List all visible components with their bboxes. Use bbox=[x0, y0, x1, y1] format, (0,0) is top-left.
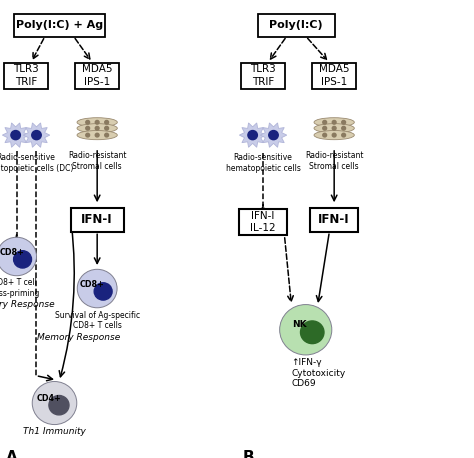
Text: CD8+ T cell
cross-priming: CD8+ T cell cross-priming bbox=[0, 278, 40, 298]
FancyBboxPatch shape bbox=[241, 63, 285, 89]
Circle shape bbox=[332, 126, 336, 130]
Circle shape bbox=[105, 126, 109, 130]
FancyBboxPatch shape bbox=[239, 209, 287, 235]
Text: Radio-sensitive
hematopoietic cells: Radio-sensitive hematopoietic cells bbox=[226, 153, 301, 173]
FancyBboxPatch shape bbox=[312, 63, 356, 89]
Text: Radio-resistant
Stromal cells: Radio-resistant Stromal cells bbox=[305, 151, 364, 170]
Circle shape bbox=[95, 126, 99, 130]
Circle shape bbox=[323, 120, 327, 124]
Circle shape bbox=[14, 251, 31, 268]
Ellipse shape bbox=[314, 118, 354, 127]
Circle shape bbox=[86, 120, 90, 124]
Circle shape bbox=[94, 283, 112, 300]
Text: ↑IFN-γ
Cytotoxicity
CD69: ↑IFN-γ Cytotoxicity CD69 bbox=[292, 358, 346, 388]
Circle shape bbox=[342, 126, 346, 130]
Circle shape bbox=[77, 269, 117, 308]
Text: Memory Response: Memory Response bbox=[36, 333, 120, 343]
Circle shape bbox=[32, 382, 77, 425]
Text: NK: NK bbox=[292, 320, 307, 329]
Text: A: A bbox=[6, 450, 18, 458]
Text: MDA5
IPS-1: MDA5 IPS-1 bbox=[319, 65, 349, 87]
FancyBboxPatch shape bbox=[14, 14, 105, 37]
Circle shape bbox=[301, 321, 324, 344]
Ellipse shape bbox=[314, 131, 354, 140]
FancyBboxPatch shape bbox=[258, 14, 335, 37]
FancyBboxPatch shape bbox=[75, 63, 119, 89]
Circle shape bbox=[95, 120, 99, 124]
Ellipse shape bbox=[77, 131, 117, 140]
Circle shape bbox=[332, 120, 336, 124]
Circle shape bbox=[342, 133, 346, 137]
Polygon shape bbox=[239, 123, 266, 147]
Circle shape bbox=[0, 237, 36, 276]
Ellipse shape bbox=[77, 124, 117, 133]
Circle shape bbox=[280, 305, 332, 355]
Polygon shape bbox=[260, 123, 287, 147]
Ellipse shape bbox=[77, 118, 117, 127]
Text: CD8+: CD8+ bbox=[80, 280, 105, 289]
Circle shape bbox=[11, 131, 20, 140]
Circle shape bbox=[323, 133, 327, 137]
Text: Survival of Ag-specific
CD8+ T cells: Survival of Ag-specific CD8+ T cells bbox=[55, 311, 140, 330]
Ellipse shape bbox=[314, 124, 354, 133]
Circle shape bbox=[86, 126, 90, 130]
Polygon shape bbox=[23, 123, 50, 147]
Circle shape bbox=[105, 120, 109, 124]
Circle shape bbox=[49, 396, 69, 415]
FancyBboxPatch shape bbox=[4, 63, 48, 89]
Circle shape bbox=[342, 120, 346, 124]
Polygon shape bbox=[2, 123, 29, 147]
Text: MDA5
IPS-1: MDA5 IPS-1 bbox=[82, 65, 112, 87]
Circle shape bbox=[323, 126, 327, 130]
Text: IFN-I
IL-12: IFN-I IL-12 bbox=[250, 211, 276, 233]
Circle shape bbox=[248, 131, 257, 140]
Text: Th1 Immunity: Th1 Immunity bbox=[23, 427, 86, 436]
FancyBboxPatch shape bbox=[71, 208, 124, 232]
Text: TLR3
TRIF: TLR3 TRIF bbox=[13, 65, 39, 87]
Circle shape bbox=[86, 133, 90, 137]
Text: CD8+: CD8+ bbox=[0, 248, 24, 257]
Circle shape bbox=[105, 133, 109, 137]
Text: CD4+: CD4+ bbox=[36, 394, 61, 403]
Text: B: B bbox=[243, 450, 255, 458]
Text: TLR3
TRIF: TLR3 TRIF bbox=[250, 65, 276, 87]
Text: Radio-sensitive
hematopoietic cells (DC): Radio-sensitive hematopoietic cells (DC) bbox=[0, 153, 73, 173]
Circle shape bbox=[332, 133, 336, 137]
Text: Poly(I:C): Poly(I:C) bbox=[269, 20, 323, 30]
Circle shape bbox=[95, 133, 99, 137]
Text: IFN-I: IFN-I bbox=[319, 213, 350, 226]
Text: IFN-I: IFN-I bbox=[82, 213, 113, 226]
FancyBboxPatch shape bbox=[310, 208, 358, 232]
Circle shape bbox=[269, 131, 278, 140]
Text: Poly(I:C) + Ag: Poly(I:C) + Ag bbox=[16, 20, 103, 30]
Text: Primary Response: Primary Response bbox=[0, 300, 55, 309]
Circle shape bbox=[32, 131, 41, 140]
Text: Radio-resistant
Stromal cells: Radio-resistant Stromal cells bbox=[68, 151, 127, 170]
